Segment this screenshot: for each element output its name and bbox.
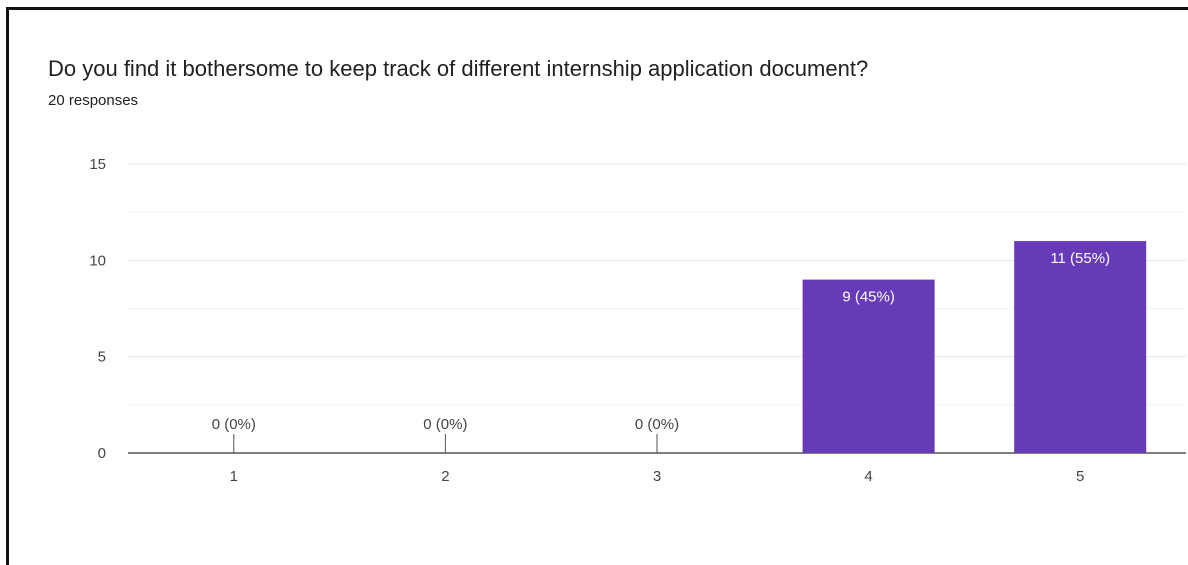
data-label-2: 0 (0%)	[423, 416, 467, 433]
chart-card	[6, 7, 1188, 565]
x-tick-label-1: 1	[230, 468, 238, 485]
data-label-3: 0 (0%)	[635, 416, 679, 433]
y-tick-label: 5	[98, 349, 106, 366]
response-count: 20 responses	[48, 92, 139, 109]
chart-title: Do you find it bothersome to keep track …	[48, 56, 869, 81]
x-tick-label-5: 5	[1076, 468, 1084, 485]
x-tick-label-4: 4	[864, 468, 872, 485]
y-tick-label: 0	[98, 445, 106, 462]
x-tick-label-3: 3	[653, 468, 661, 485]
bar-5	[1014, 241, 1147, 453]
data-label-5: 11 (55%)	[1050, 250, 1110, 267]
data-label-1: 0 (0%)	[212, 416, 256, 433]
y-tick-label: 10	[89, 252, 106, 269]
y-tick-label: 15	[89, 156, 106, 173]
data-label-4: 9 (45%)	[842, 289, 895, 306]
x-tick-label-2: 2	[441, 468, 449, 485]
bar-4	[802, 279, 935, 453]
